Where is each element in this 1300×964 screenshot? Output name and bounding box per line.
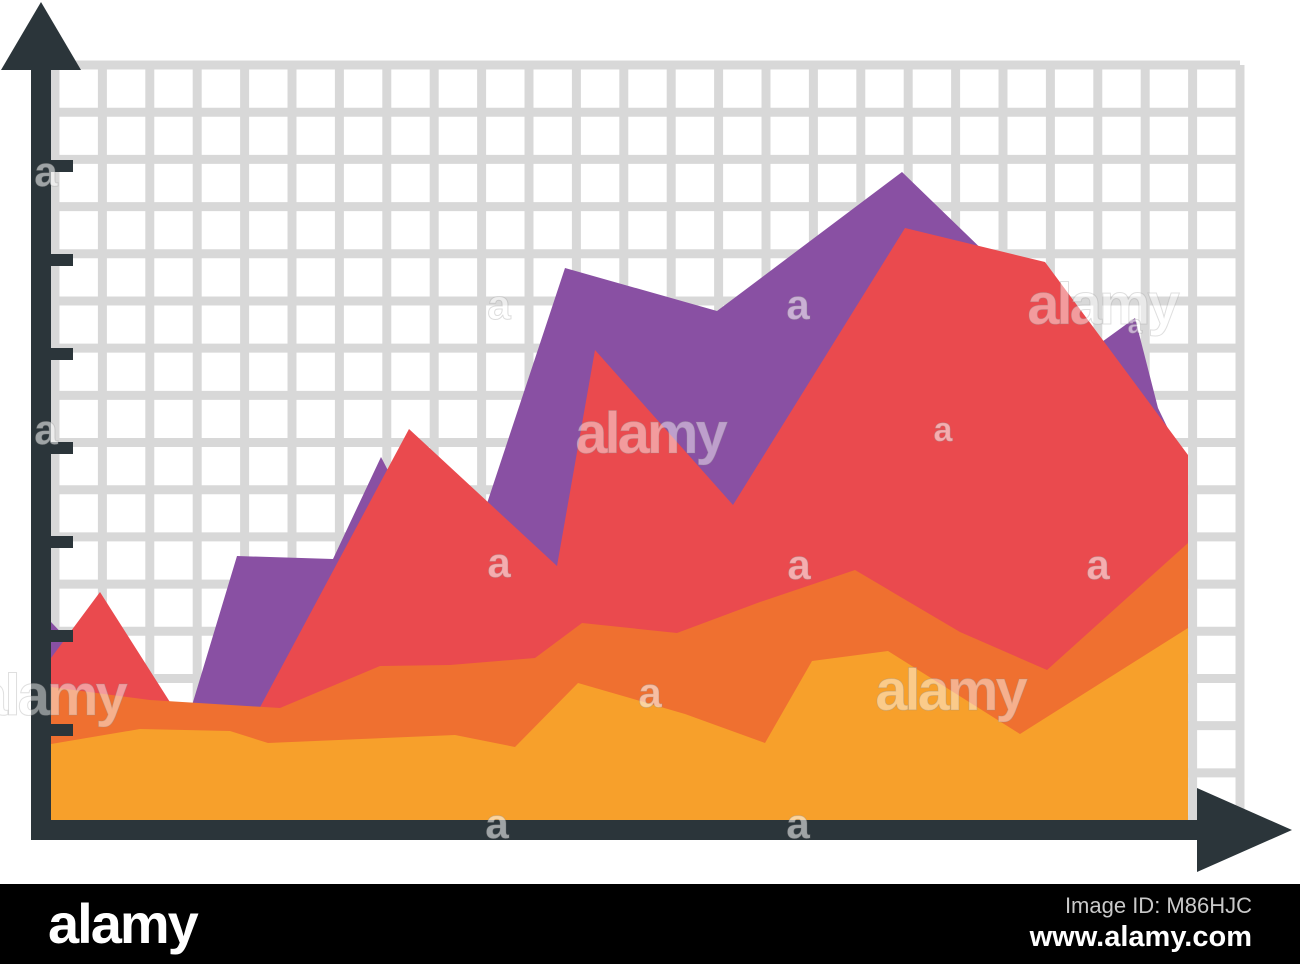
image-id-text: Image ID: M86HJC xyxy=(1064,893,1252,919)
alamy-url-text: www.alamy.com xyxy=(1029,920,1252,953)
x-axis-arrowhead xyxy=(1197,788,1292,872)
y-axis-tick xyxy=(51,630,73,642)
y-axis-tick xyxy=(51,442,73,454)
y-axis-tick xyxy=(51,254,73,266)
area-chart-graphic xyxy=(1,2,1292,872)
watermark-footer-bar: alamy Image ID: M86HJC www.alamy.com xyxy=(0,884,1300,964)
x-axis-line xyxy=(31,820,1206,840)
y-axis-line xyxy=(31,66,51,840)
y-axis-tick xyxy=(51,160,73,172)
y-axis-tick xyxy=(51,348,73,360)
y-axis-tick xyxy=(51,536,73,548)
y-axis-arrowhead xyxy=(1,2,81,70)
y-axis-tick xyxy=(51,724,73,736)
area-series-amber-front-layer xyxy=(51,628,1188,830)
footer-credits: Image ID: M86HJC www.alamy.com xyxy=(1030,893,1252,954)
alamy-logo: alamy xyxy=(48,892,199,955)
